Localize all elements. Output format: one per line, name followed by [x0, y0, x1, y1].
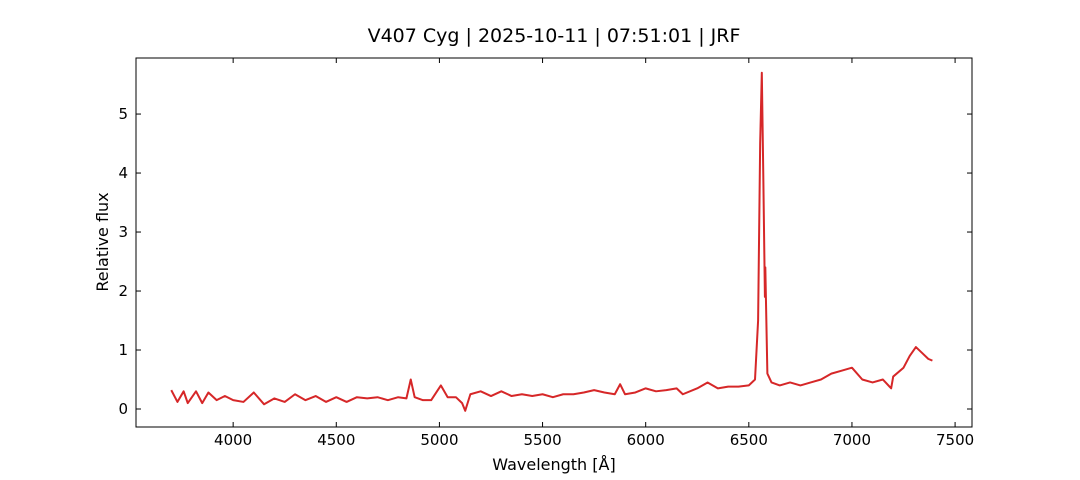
chart-title: V407 Cyg | 2025-10-11 | 07:51:01 | JRF [368, 25, 741, 47]
spectrum-line [170, 71, 933, 412]
x-tick-label: 6500 [730, 431, 768, 449]
x-tick-label: 5000 [420, 431, 458, 449]
plot-frame [135, 57, 973, 428]
x-tick-label: 7500 [936, 431, 974, 449]
y-tick-label: 4 [118, 164, 128, 182]
x-tick-label: 5500 [523, 431, 561, 449]
y-tick-label: 5 [118, 105, 128, 123]
x-tick-label: 6000 [627, 431, 665, 449]
y-tick-label: 1 [118, 341, 128, 359]
x-tick-label: 4000 [214, 431, 252, 449]
y-tick-label: 2 [118, 282, 128, 300]
x-axis-label: Wavelength [Å] [492, 455, 615, 474]
x-tick-label: 7000 [833, 431, 871, 449]
y-tick-label: 0 [118, 400, 128, 418]
y-axis-label: Relative flux [93, 192, 112, 291]
y-tick-label: 3 [118, 223, 128, 241]
x-tick-label: 4500 [317, 431, 355, 449]
